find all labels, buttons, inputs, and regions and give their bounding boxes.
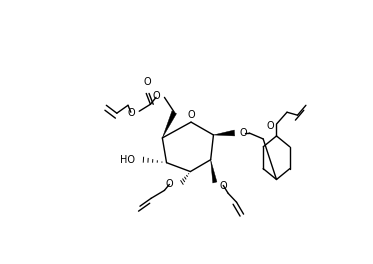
Text: O: O [267, 121, 275, 131]
Text: O: O [153, 91, 160, 101]
Text: O: O [128, 108, 135, 118]
Polygon shape [162, 111, 176, 138]
Text: O: O [187, 110, 195, 120]
Polygon shape [213, 130, 235, 136]
Text: O: O [166, 180, 173, 190]
Text: O: O [239, 128, 247, 138]
Polygon shape [211, 160, 217, 183]
Text: HO: HO [120, 155, 135, 165]
Text: O: O [143, 77, 151, 87]
Text: O: O [219, 181, 227, 191]
